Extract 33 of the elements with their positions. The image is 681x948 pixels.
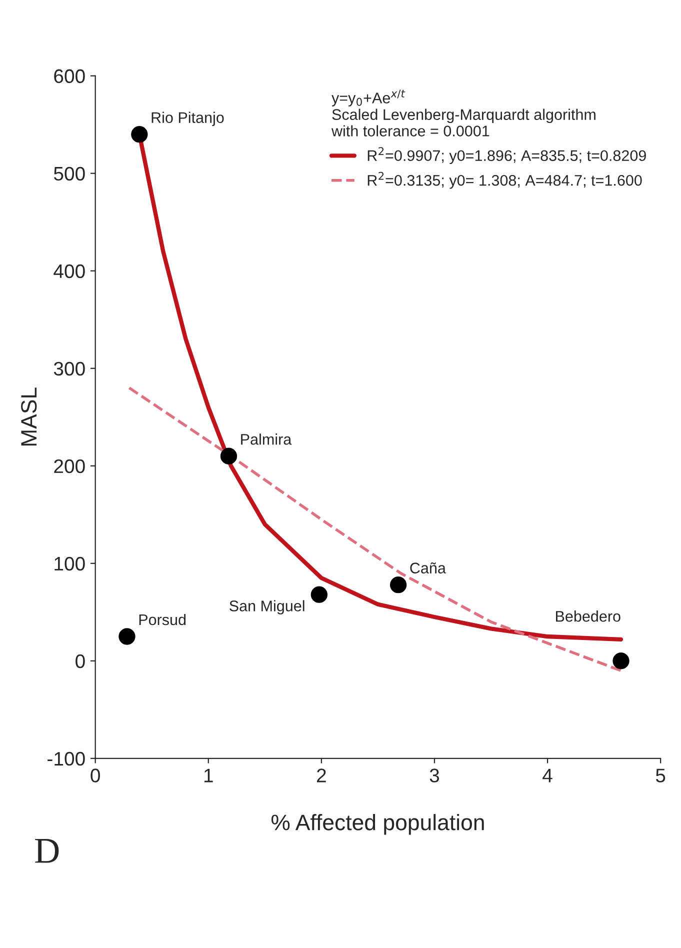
- point: [131, 126, 148, 143]
- annotation: Rio Pitanjo: [152, 112, 224, 126]
- point: [390, 576, 407, 594]
- annotation: Bebedero: [556, 610, 620, 622]
- x-tick-label: 0: [90, 768, 100, 782]
- point: [220, 448, 238, 464]
- point: [310, 586, 328, 603]
- y-tick-label: 0: [76, 654, 85, 668]
- point: [612, 652, 630, 670]
- y-tick-label: 300: [54, 362, 85, 376]
- annotation: Caña: [410, 562, 446, 574]
- x-tick-label: 2: [317, 768, 326, 782]
- annotation: Palmira: [241, 434, 292, 445]
- x-tick-label: 1: [204, 768, 213, 782]
- y-tick-label: 600: [54, 69, 85, 84]
- y-tick-label: 500: [54, 166, 85, 181]
- y-tick-label: 400: [54, 264, 85, 278]
- point: [118, 628, 136, 645]
- y-axis-title: MASL: [21, 388, 37, 446]
- legend-label: R$^{2}$=0.3135; y0= 1.308; A=484.7; t=1.600: [368, 172, 642, 189]
- x-axis-title: % Affected population: [271, 814, 484, 835]
- x-tick-label: 4: [542, 768, 552, 782]
- legend-title: y=y$_{0}$+Ae$^{x/t}$ Scaled Levenberg-Marquardt algorithm with tolerance = 0.0001: [331, 90, 596, 136]
- legend-label: R$^{2}$=0.9907; y0=1.896; A=835.5; t=0.8209: [368, 147, 646, 164]
- x-tick-label: 5: [656, 768, 666, 782]
- annotation: San Miguel: [230, 600, 304, 614]
- line-series: [128, 386, 622, 672]
- text: D: [35, 839, 59, 863]
- annotation: Porsud: [139, 614, 186, 626]
- y-tick-label: 100: [54, 556, 85, 571]
- y-tick-label: 200: [54, 459, 85, 474]
- y-tick-label: -100: [48, 752, 85, 766]
- x-tick-label: 3: [430, 768, 440, 782]
